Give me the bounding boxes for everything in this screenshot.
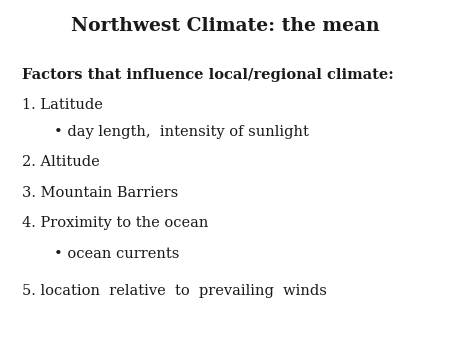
Text: 1. Latitude: 1. Latitude [22, 98, 104, 112]
Text: 2. Altitude: 2. Altitude [22, 155, 100, 169]
Text: • day length,  intensity of sunlight: • day length, intensity of sunlight [54, 125, 309, 139]
Text: 3. Mountain Barriers: 3. Mountain Barriers [22, 186, 179, 200]
Text: 5. location  relative  to  prevailing  winds: 5. location relative to prevailing winds [22, 284, 328, 298]
Text: 4. Proximity to the ocean: 4. Proximity to the ocean [22, 216, 209, 230]
Text: Factors that influence local/regional climate:: Factors that influence local/regional cl… [22, 68, 394, 81]
Text: • ocean currents: • ocean currents [54, 247, 180, 261]
Text: Northwest Climate: the mean: Northwest Climate: the mean [71, 17, 379, 35]
